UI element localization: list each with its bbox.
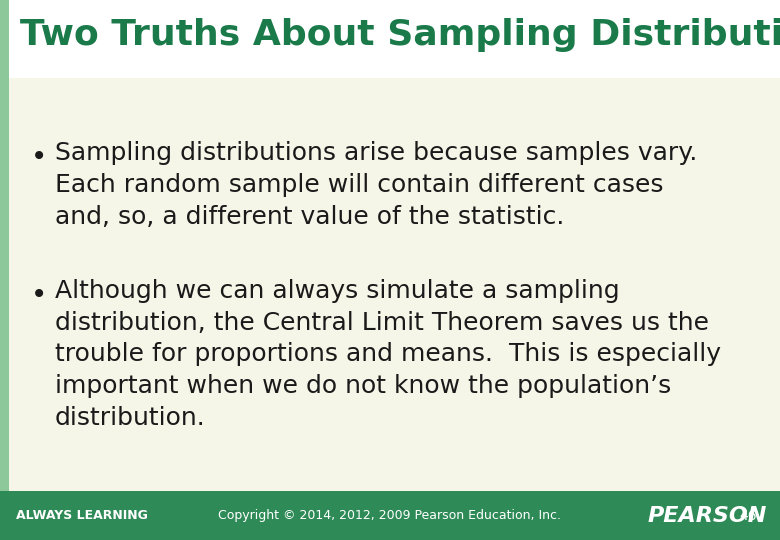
Text: •: •	[31, 143, 48, 171]
Text: Two Truths About Sampling Distributions: Two Truths About Sampling Distributions	[20, 18, 780, 52]
Text: 46: 46	[739, 509, 757, 523]
Text: ALWAYS LEARNING: ALWAYS LEARNING	[16, 509, 147, 522]
FancyBboxPatch shape	[0, 491, 780, 540]
Text: •: •	[31, 281, 48, 309]
FancyBboxPatch shape	[0, 0, 780, 78]
Text: Although we can always simulate a sampling
distribution, the Central Limit Theor: Although we can always simulate a sampli…	[55, 279, 721, 430]
Text: PEARSON: PEARSON	[647, 505, 767, 526]
FancyBboxPatch shape	[0, 0, 9, 491]
Text: Copyright © 2014, 2012, 2009 Pearson Education, Inc.: Copyright © 2014, 2012, 2009 Pearson Edu…	[218, 509, 562, 522]
Text: Sampling distributions arise because samples vary.
Each random sample will conta: Sampling distributions arise because sam…	[55, 141, 697, 228]
